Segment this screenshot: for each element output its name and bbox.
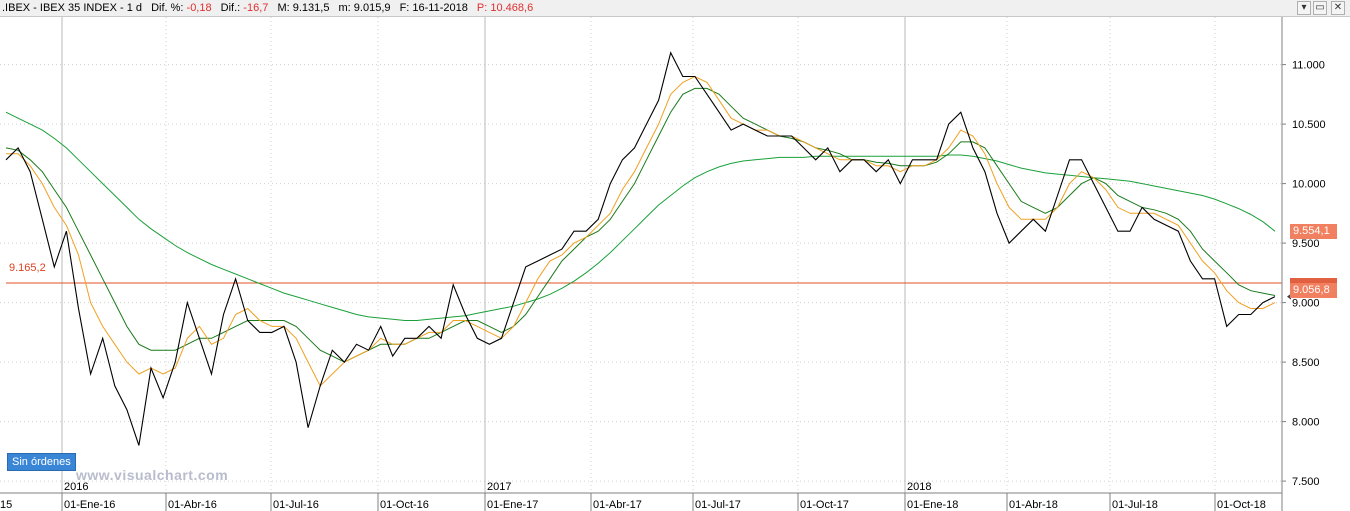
close-button[interactable]: ✕: [1331, 1, 1345, 15]
y-axis-ticks: 7.500 8.000 8.500 9.000 9.500 10.000 10.500 11.…: [1282, 60, 1326, 488]
date-value: 16-11-2018: [412, 2, 468, 14]
y-tick-label: 8.000: [1292, 417, 1320, 429]
ma-slow-line: [5, 111, 1276, 321]
ma-fast-line: [6, 75, 1276, 387]
year-label: 2017: [487, 481, 511, 493]
p-label: P:: [476, 2, 488, 14]
price-badge-marker: [1290, 278, 1337, 284]
p-value: 10.468,6: [490, 2, 534, 14]
x-tick-label: 01-Abr-17: [593, 499, 642, 511]
grid: [0, 17, 1282, 493]
y-tick-label: 10.500: [1292, 119, 1326, 131]
x-tick-label: 01-Ene-18: [907, 499, 958, 511]
x-tick-label: 01-Ene-17: [487, 499, 538, 511]
x-tick-label: 01-Ene-16: [64, 499, 115, 511]
dif-label: Dif.:: [220, 2, 241, 14]
dif-pct-label: Dif. %:: [151, 2, 184, 14]
x-tick-label: 15: [0, 499, 12, 511]
reference-line-label: 9.165,2: [9, 262, 46, 274]
x-tick-label: 01-Oct-16: [380, 499, 429, 511]
year-label: 2018: [907, 481, 931, 493]
dif-pct-value: -0,18: [186, 2, 212, 14]
x-tick-label: 01-Jul-16: [273, 499, 319, 511]
ma-mid-line: [5, 87, 1276, 363]
x-axis-ticks: 15 01-Ene-16 01-Abr-16 01-Jul-16 01-Oct-16 01…: [0, 481, 1266, 511]
plot-area: [0, 17, 1282, 493]
price-chart[interactable]: 7.500 8.000 8.500 9.000 9.500 10.000 10.500 11.…: [0, 17, 1350, 511]
price-badge-upper: 9.554,1: [1290, 224, 1337, 239]
min-label: m:: [338, 2, 351, 14]
y-tick-label: 9.500: [1292, 238, 1320, 250]
max-label: M:: [277, 2, 290, 14]
x-tick-label: 01-Abr-16: [168, 499, 217, 511]
x-tick-label: 01-Jul-17: [695, 499, 741, 511]
y-tick-label: 10.000: [1292, 179, 1326, 191]
max-value: 9.131,5: [292, 2, 330, 14]
x-tick-label: 01-Oct-18: [1217, 499, 1266, 511]
chart-header-bar: .IBEX - IBEX 35 INDEX - 1 d Dif. %: -0,1…: [0, 0, 1350, 17]
y-tick-label: 7.500: [1292, 476, 1320, 488]
y-tick-label: 11.000: [1292, 60, 1325, 72]
minimize-button[interactable]: ▾: [1297, 1, 1311, 15]
symbol-label: .IBEX - IBEX 35 INDEX - 1 d: [2, 2, 142, 14]
series-lines: [5, 51, 1291, 446]
x-tick-label: 01-Oct-17: [800, 499, 849, 511]
restore-button[interactable]: ▭: [1313, 1, 1327, 15]
x-tick-label: 01-Jul-18: [1112, 499, 1158, 511]
price-line: [5, 51, 1276, 446]
watermark: www.visualchart.com: [76, 467, 229, 483]
y-tick-label: 8.500: [1292, 357, 1320, 369]
y-tick-label: 9.000: [1292, 298, 1320, 310]
orders-status-button[interactable]: Sin órdenes: [7, 453, 76, 471]
dif-value: -16,7: [243, 2, 269, 14]
date-label: F:: [399, 2, 410, 14]
x-tick-label: 01-Abr-18: [1009, 499, 1058, 511]
year-label: 2016: [64, 481, 88, 493]
price-badge-lower: 9.056,8: [1290, 283, 1337, 298]
min-value: 9.015,9: [353, 2, 391, 14]
